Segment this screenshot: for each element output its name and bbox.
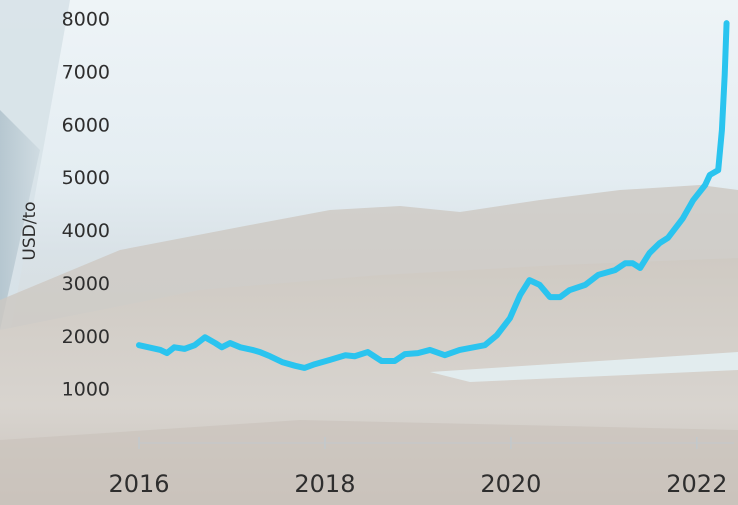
background bbox=[0, 0, 738, 505]
y-tick-label: 5000 bbox=[62, 167, 110, 189]
y-tick-label: 7000 bbox=[62, 61, 110, 83]
y-tick-label: 2000 bbox=[62, 326, 110, 348]
x-tick-label: 2016 bbox=[108, 470, 169, 498]
y-tick-label: 4000 bbox=[62, 220, 110, 242]
y-tick-label: 1000 bbox=[62, 379, 110, 401]
y-tick-label: 6000 bbox=[62, 114, 110, 136]
x-tick-label: 2018 bbox=[294, 470, 355, 498]
x-tick-label: 2020 bbox=[480, 470, 541, 498]
chart: USD/to 1000 2000 3000 4000 5000 6000 7000 8000 2… bbox=[0, 0, 738, 505]
y-axis-label: USD/to bbox=[20, 201, 40, 260]
y-tick-label: 8000 bbox=[62, 9, 110, 31]
x-tick-label: 2022 bbox=[666, 470, 727, 498]
y-tick-label: 3000 bbox=[62, 273, 110, 295]
